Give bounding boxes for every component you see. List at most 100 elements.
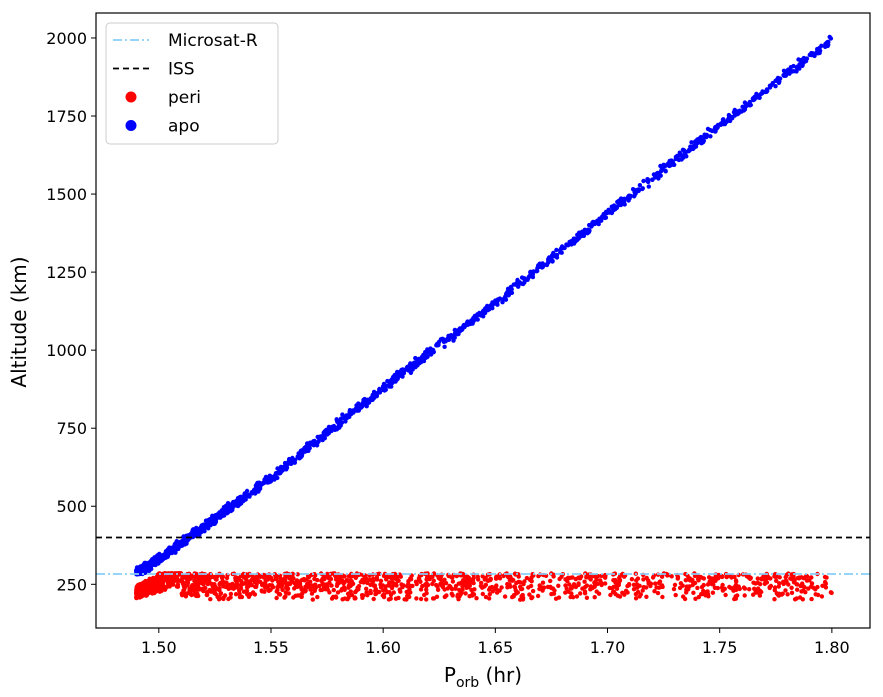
apo-point: [702, 134, 708, 139]
peri-point: [556, 583, 561, 588]
peri-point: [567, 582, 572, 587]
peri-point: [319, 578, 324, 583]
apo-point: [823, 41, 828, 47]
apo-point: [814, 51, 820, 56]
apo-point: [162, 552, 167, 557]
legend-peri-label: peri: [168, 88, 201, 108]
apo-point: [724, 119, 730, 124]
apo-point: [558, 247, 563, 252]
apo-point: [817, 47, 822, 53]
peri-point: [680, 583, 685, 588]
peri-point: [290, 571, 295, 576]
apo-point: [364, 404, 369, 409]
peri-point: [400, 585, 405, 590]
apo-point: [646, 184, 651, 189]
peri-point: [331, 587, 336, 593]
peri-point: [203, 577, 208, 582]
peri-point: [568, 594, 573, 600]
peri-point: [418, 596, 424, 602]
peri-point: [596, 591, 602, 596]
apo-point: [682, 152, 687, 158]
peri-point: [660, 594, 665, 600]
apo-point: [565, 242, 571, 248]
apo-point: [184, 541, 189, 546]
peri-point: [510, 594, 515, 600]
peri-point: [404, 589, 409, 595]
peri-point: [284, 585, 289, 590]
peri-point: [185, 583, 190, 588]
peri-point: [315, 577, 320, 583]
peri-point: [277, 591, 282, 597]
apo-point: [380, 384, 386, 389]
peri-point: [143, 589, 148, 594]
peri-point: [545, 584, 551, 590]
x-tick-label: 1.80: [814, 638, 850, 657]
apo-point: [197, 529, 202, 534]
peri-point: [137, 595, 142, 600]
apo-point: [627, 196, 632, 201]
peri-point: [747, 575, 753, 580]
peri-point: [371, 596, 376, 602]
peri-point: [637, 594, 642, 599]
peri-point: [414, 596, 419, 601]
peri-point: [520, 597, 526, 602]
peri-point: [179, 591, 184, 596]
apo-point: [480, 311, 485, 316]
peri-point: [449, 591, 454, 596]
apo-point: [712, 126, 718, 131]
peri-point: [791, 580, 797, 585]
peri-point: [682, 596, 688, 602]
apo-point: [789, 69, 795, 74]
apo-point: [198, 524, 204, 530]
apo-point: [616, 203, 621, 208]
apo-point: [526, 275, 531, 281]
peri-point: [355, 585, 360, 590]
peri-point: [483, 594, 489, 600]
peri-point: [656, 580, 662, 586]
peri-point: [755, 576, 760, 581]
apo-point: [667, 159, 672, 165]
apo-point: [255, 480, 260, 486]
x-tick-label: 1.65: [478, 638, 514, 657]
apo-point: [596, 221, 601, 227]
peri-point: [582, 579, 587, 584]
peri-point: [309, 583, 315, 588]
peri-point: [386, 597, 392, 602]
apo-point: [406, 368, 411, 373]
peri-point: [430, 581, 435, 587]
apo-point: [355, 404, 361, 409]
peri-point: [805, 574, 810, 579]
peri-point: [347, 579, 352, 584]
apo-point: [369, 397, 374, 402]
peri-point: [384, 577, 389, 582]
peri-point: [592, 580, 597, 585]
peri-point: [406, 579, 411, 584]
peri-point: [423, 582, 428, 587]
apo-point: [748, 102, 753, 108]
peri-point: [275, 587, 280, 593]
apo-point: [508, 284, 514, 290]
peri-point: [259, 588, 264, 593]
apo-point: [721, 121, 726, 127]
peri-point: [822, 579, 828, 585]
apo-point: [507, 289, 512, 294]
peri-point: [777, 581, 782, 586]
peri-point: [237, 591, 242, 596]
peri-point: [245, 592, 250, 597]
apo-point: [776, 79, 781, 85]
apo-point: [546, 260, 551, 265]
peri-point: [321, 582, 326, 587]
y-tick-label: 2000: [46, 29, 87, 48]
peri-point: [804, 578, 810, 583]
apo-point: [389, 384, 394, 389]
apo-point: [247, 494, 252, 499]
peri-point: [823, 585, 829, 590]
peri-point: [611, 589, 617, 595]
peri-point: [265, 586, 270, 592]
apo-point: [221, 512, 226, 517]
peri-point: [580, 586, 585, 591]
peri-point: [430, 596, 436, 601]
peri-point: [393, 596, 399, 601]
peri-point: [767, 585, 772, 591]
peri-point: [246, 581, 251, 587]
